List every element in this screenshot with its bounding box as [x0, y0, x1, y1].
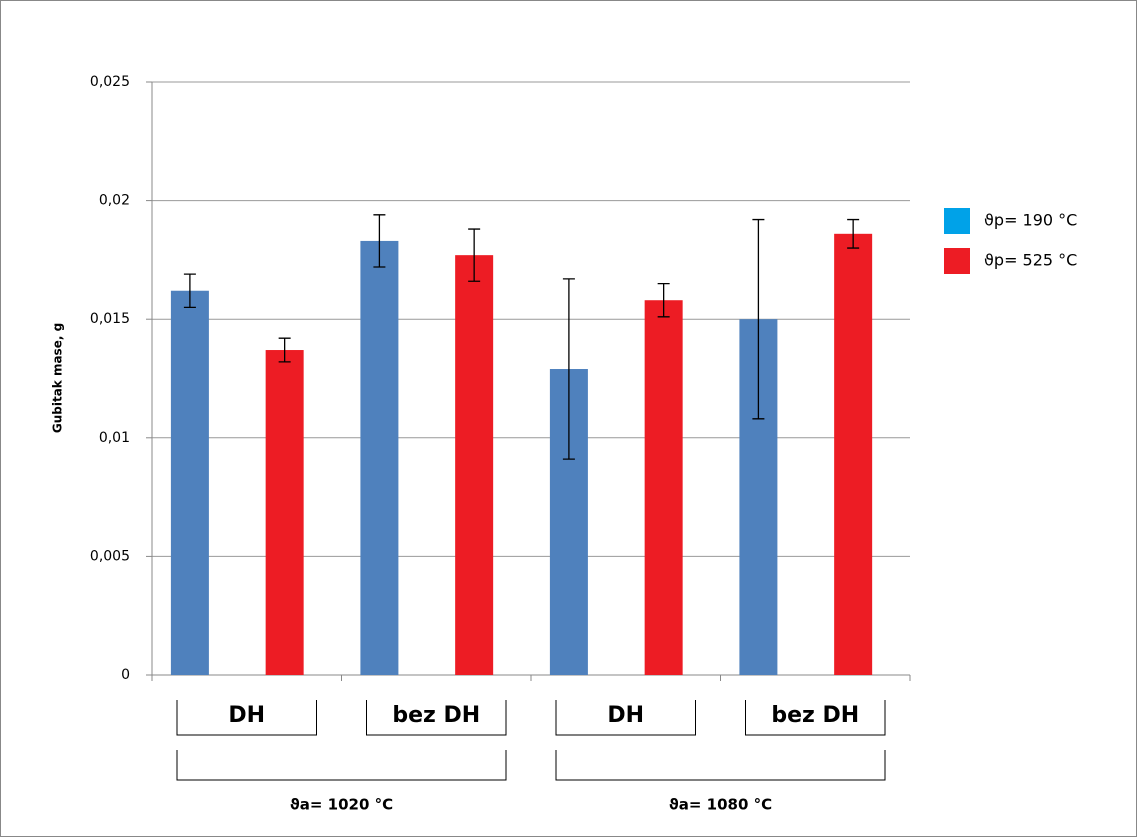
- x-tick-label: DH: [607, 703, 644, 728]
- x-tick-label: bez DH: [392, 703, 480, 728]
- group-label: ϑa= 1080 °C: [669, 796, 772, 814]
- category-bracket: [745, 700, 886, 736]
- y-tick-label: 0: [121, 667, 130, 683]
- y-tick-label: 0,005: [90, 548, 130, 564]
- category-bracket: [555, 700, 696, 736]
- error-bar: [752, 218, 765, 420]
- x-tick-label: bez DH: [771, 703, 859, 728]
- error-bar: [657, 282, 670, 318]
- x-tick-label: DH: [228, 703, 265, 728]
- bar: [265, 350, 304, 675]
- legend-label: ϑp= 525 °C: [984, 251, 1077, 270]
- group-bracket: [176, 750, 507, 781]
- error-bar: [468, 228, 481, 282]
- category-bracket: [176, 700, 317, 736]
- y-axis-label: Gubitak mase, g: [51, 323, 65, 433]
- legend-swatch: [944, 208, 970, 234]
- y-tick-label: 0,025: [90, 74, 130, 90]
- legend-label: ϑp= 190 °C: [984, 211, 1077, 230]
- category-bracket: [366, 700, 507, 736]
- y-tick-label: 0,015: [90, 311, 130, 327]
- y-tick-label: 0,01: [99, 430, 130, 446]
- error-bar: [562, 278, 575, 460]
- group-label: ϑa= 1020 °C: [290, 796, 393, 814]
- error-bar: [847, 218, 860, 249]
- bar: [834, 233, 873, 676]
- bar: [455, 255, 494, 675]
- bar: [360, 240, 399, 675]
- bar: [644, 300, 683, 675]
- legend-swatch: [944, 248, 970, 274]
- error-bar: [278, 337, 291, 363]
- error-bar: [183, 273, 196, 308]
- y-tick-label: 0,02: [99, 193, 130, 209]
- group-bracket: [555, 750, 886, 781]
- bar: [170, 290, 209, 675]
- error-bar: [373, 214, 386, 268]
